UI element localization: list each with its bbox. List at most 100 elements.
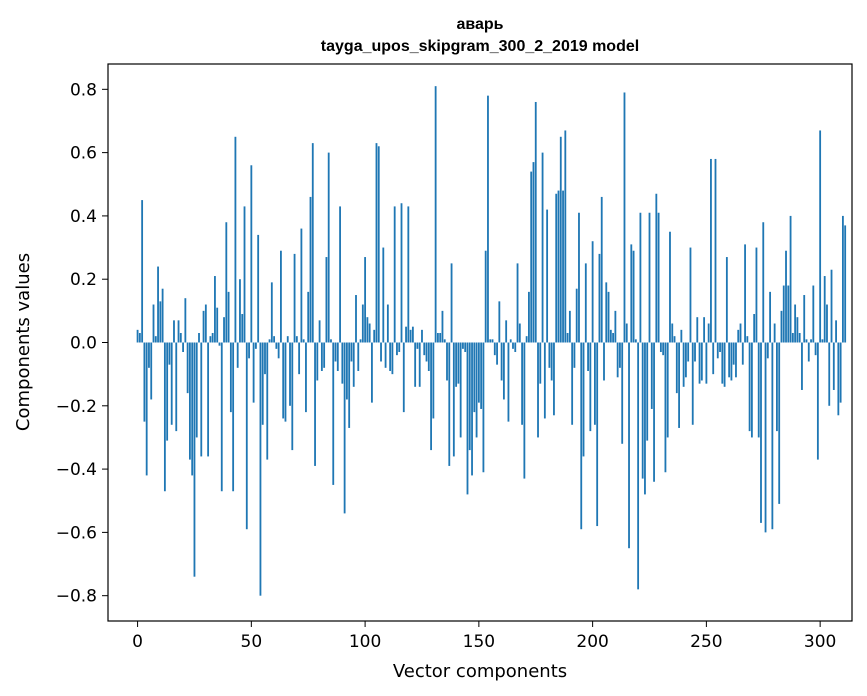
bar bbox=[138, 333, 141, 343]
bar bbox=[830, 269, 833, 343]
y-axis-ticks: −0.8 −0.6 −0.4 −0.2 0.0 0.2 0.4 0.6 0.8 bbox=[56, 80, 108, 607]
bar bbox=[787, 285, 790, 343]
bar bbox=[760, 342, 762, 523]
bar bbox=[457, 342, 460, 384]
bar bbox=[198, 333, 200, 343]
bar bbox=[805, 339, 808, 343]
bar bbox=[318, 320, 321, 343]
bar bbox=[516, 263, 519, 343]
bar bbox=[780, 310, 783, 343]
bar bbox=[662, 342, 665, 356]
bar bbox=[655, 193, 658, 343]
bar bbox=[789, 215, 792, 343]
bar bbox=[384, 342, 387, 368]
bar bbox=[471, 342, 473, 476]
bar bbox=[350, 342, 353, 362]
bar bbox=[275, 342, 278, 349]
bar bbox=[439, 333, 442, 343]
bar bbox=[812, 285, 815, 343]
bar bbox=[475, 342, 478, 438]
bar bbox=[225, 222, 228, 343]
bar bbox=[755, 247, 758, 343]
bar bbox=[757, 342, 760, 438]
bar bbox=[609, 329, 612, 343]
bar bbox=[389, 342, 392, 371]
bar bbox=[657, 212, 660, 343]
bar bbox=[409, 329, 412, 343]
bar bbox=[423, 342, 426, 356]
bar bbox=[166, 342, 169, 441]
bar bbox=[191, 342, 194, 476]
bar bbox=[377, 146, 380, 343]
bar bbox=[411, 326, 414, 343]
bar bbox=[459, 342, 462, 438]
bar bbox=[450, 263, 453, 343]
bar bbox=[259, 342, 262, 596]
bar bbox=[637, 342, 640, 590]
bar bbox=[607, 291, 610, 343]
bar bbox=[405, 326, 407, 343]
bar bbox=[254, 342, 257, 349]
bar bbox=[623, 92, 626, 343]
bar bbox=[289, 342, 291, 406]
bar bbox=[625, 323, 628, 343]
bar bbox=[430, 342, 432, 451]
bar bbox=[723, 342, 726, 387]
bar bbox=[154, 336, 157, 343]
bar bbox=[630, 244, 633, 343]
bar bbox=[505, 320, 508, 343]
bar bbox=[653, 342, 655, 482]
bar bbox=[159, 301, 162, 343]
x-tick-label: 200 bbox=[576, 632, 608, 652]
bar bbox=[518, 323, 521, 343]
bar bbox=[368, 323, 371, 343]
bar bbox=[352, 342, 355, 387]
bar bbox=[605, 282, 608, 343]
bar bbox=[282, 342, 285, 419]
bar bbox=[175, 342, 178, 432]
bar bbox=[446, 342, 448, 381]
bar bbox=[216, 307, 219, 343]
bar bbox=[816, 342, 819, 460]
bar bbox=[343, 342, 346, 514]
bar bbox=[323, 342, 326, 368]
bar bbox=[507, 342, 510, 422]
bar bbox=[173, 320, 175, 343]
bar bbox=[512, 342, 514, 349]
bar bbox=[441, 310, 444, 343]
bar bbox=[284, 342, 287, 422]
bar bbox=[691, 342, 694, 425]
bar bbox=[380, 342, 382, 362]
bar bbox=[293, 253, 296, 343]
bar bbox=[382, 247, 385, 343]
bar bbox=[835, 320, 837, 343]
bar bbox=[707, 323, 710, 343]
bar bbox=[725, 257, 728, 343]
bar bbox=[639, 212, 642, 343]
bar bbox=[744, 244, 746, 343]
bar bbox=[482, 342, 485, 473]
bar bbox=[598, 253, 601, 343]
bar bbox=[357, 342, 360, 371]
bar bbox=[532, 162, 535, 343]
bar bbox=[300, 228, 303, 343]
x-tick-label: 250 bbox=[690, 632, 722, 652]
bar bbox=[339, 206, 341, 343]
bar bbox=[448, 342, 451, 466]
bar bbox=[434, 86, 437, 343]
bar bbox=[557, 190, 560, 343]
bar bbox=[566, 333, 569, 343]
bar bbox=[628, 342, 630, 549]
bar bbox=[844, 225, 847, 343]
bar bbox=[386, 304, 389, 343]
bar bbox=[148, 342, 150, 368]
bar bbox=[150, 342, 153, 400]
bar bbox=[280, 250, 282, 343]
bar bbox=[202, 310, 205, 343]
bar bbox=[534, 101, 537, 343]
bar bbox=[252, 342, 255, 403]
bar bbox=[575, 288, 578, 343]
bar bbox=[832, 342, 835, 390]
bar bbox=[421, 329, 423, 343]
